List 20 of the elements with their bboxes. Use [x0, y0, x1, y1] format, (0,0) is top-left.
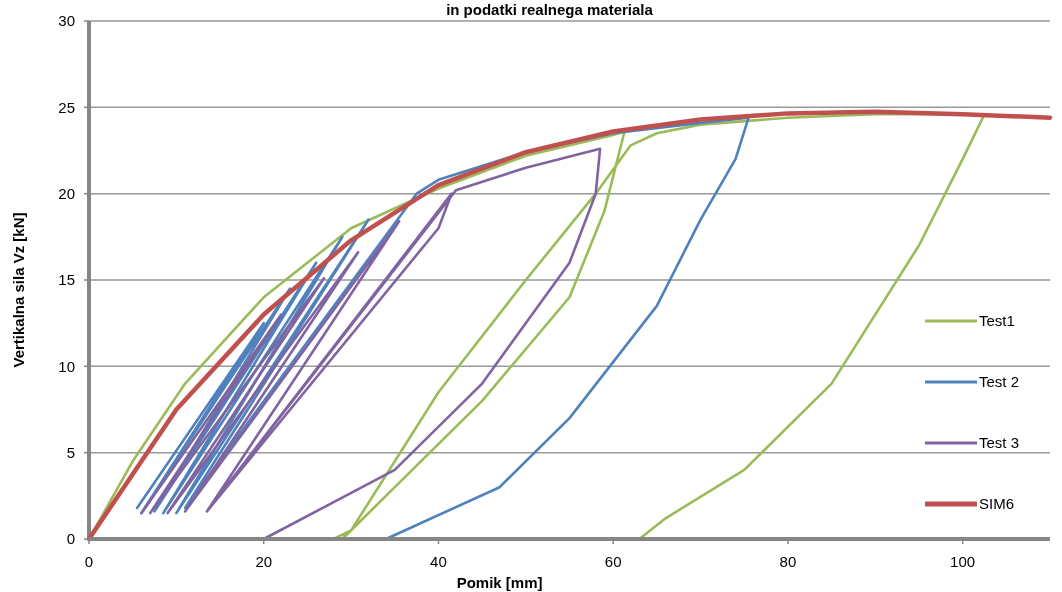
y-tick-label: 5 [66, 443, 75, 461]
legend-label: Test 3 [979, 434, 1020, 452]
legend-label: Test1 [979, 312, 1015, 330]
legend-label: Test 2 [979, 373, 1020, 391]
y-tick-label: 10 [58, 357, 75, 375]
legend-label: SIM6 [979, 495, 1015, 513]
x-tick-label: 80 [779, 553, 797, 570]
x-tick-label: 60 [604, 553, 622, 570]
y-tick-label: 0 [66, 530, 75, 548]
chart-title: in podatki realnega materiala [446, 1, 654, 18]
x-tick-label: 100 [950, 553, 976, 570]
x-axis-title: Pomik [mm] [456, 574, 543, 591]
y-tick-label: 20 [58, 184, 75, 202]
x-tick-label: 20 [255, 553, 273, 570]
y-tick-label: 25 [58, 98, 75, 116]
y-axis-title: Vertikalna sila Vz [kN] [10, 212, 27, 368]
y-tick-label: 30 [58, 12, 75, 30]
x-tick-label: 0 [84, 553, 94, 570]
x-tick-label: 40 [430, 553, 447, 570]
y-tick-label: 15 [58, 271, 75, 289]
